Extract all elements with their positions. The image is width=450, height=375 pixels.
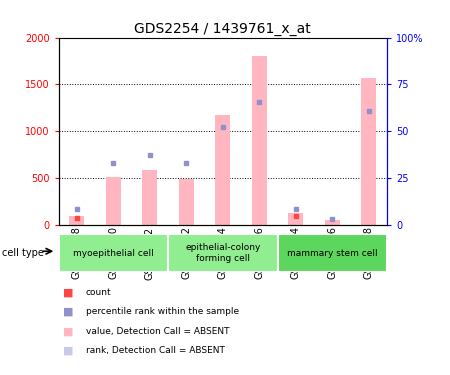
Bar [168, 234, 278, 272]
Bar [252, 56, 266, 225]
Bar [361, 78, 376, 225]
Bar [278, 234, 387, 272]
Text: ■: ■ [63, 307, 73, 317]
Bar [179, 179, 194, 225]
Text: rank, Detection Call = ABSENT: rank, Detection Call = ABSENT [86, 346, 225, 355]
Text: ■: ■ [63, 288, 73, 297]
Text: mammary stem cell: mammary stem cell [287, 249, 378, 258]
Text: myoepithelial cell: myoepithelial cell [73, 249, 153, 258]
Text: count: count [86, 288, 111, 297]
Bar [143, 170, 157, 225]
Text: ■: ■ [63, 327, 73, 336]
Bar [325, 220, 340, 225]
Bar [69, 216, 84, 225]
Text: value, Detection Call = ABSENT: value, Detection Call = ABSENT [86, 327, 229, 336]
Text: cell type: cell type [2, 248, 44, 258]
Text: ■: ■ [63, 346, 73, 356]
Bar [288, 213, 303, 225]
Bar [216, 116, 230, 225]
Title: GDS2254 / 1439761_x_at: GDS2254 / 1439761_x_at [135, 22, 311, 36]
Bar [58, 234, 168, 272]
Text: epithelial-colony
forming cell: epithelial-colony forming cell [185, 243, 261, 263]
Text: percentile rank within the sample: percentile rank within the sample [86, 308, 238, 316]
Bar [106, 177, 121, 225]
